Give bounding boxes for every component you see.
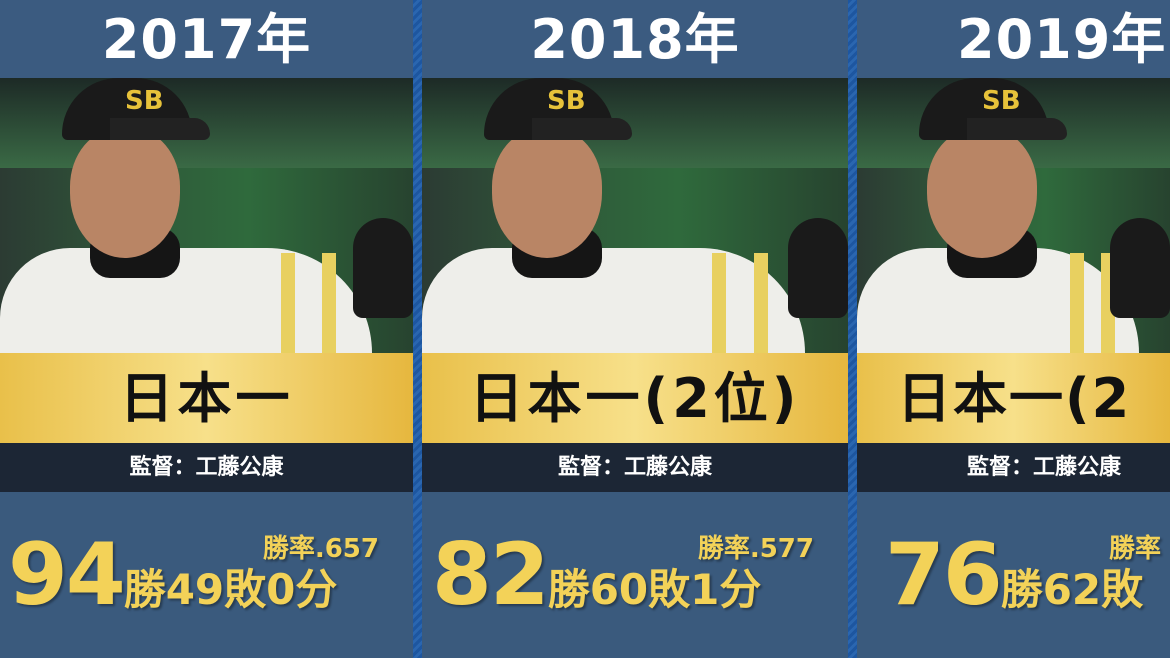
season-year: 2019年	[857, 0, 1170, 78]
losses-label: 敗	[224, 565, 267, 614]
wins-label: 勝	[123, 565, 166, 614]
column-separator	[413, 0, 422, 658]
cap-logo: SB	[982, 86, 1021, 116]
season-column: 2017年 SB 日本一 監督：工藤公康 勝率.657 94勝49敗0分	[0, 0, 413, 658]
losses-label: 敗	[648, 565, 691, 614]
win-loss-record: 94勝49敗0分	[8, 532, 337, 618]
win-rate: 勝率	[1109, 534, 1162, 564]
manager-name: 監督：工藤公康	[857, 443, 1170, 492]
season-year: 2017年	[0, 0, 413, 78]
wins: 94	[8, 525, 126, 625]
win-rate: 勝率.577	[697, 534, 814, 564]
manager-name: 監督：工藤公康	[422, 443, 848, 492]
season-stats: 勝率.577 82勝60敗1分	[422, 492, 848, 658]
wins: 82	[432, 525, 550, 625]
draws-label: 分	[719, 565, 762, 614]
win-rate: 勝率.657	[262, 534, 379, 564]
win-loss-record: 82勝60敗1分	[432, 532, 761, 618]
manager-photo: SB	[422, 78, 848, 353]
column-separator	[848, 0, 857, 658]
season-year: 2018年	[422, 0, 848, 78]
season-result: 日本一(2	[857, 353, 1170, 443]
cap-logo: SB	[547, 86, 586, 116]
season-column: 2019年 SB 日本一(2 監督：工藤公康 勝率 76勝62敗	[857, 0, 1170, 658]
losses: 62	[1042, 565, 1102, 614]
manager-name: 監督：工藤公康	[0, 443, 413, 492]
manager-photo: SB	[857, 78, 1170, 353]
cap-logo: SB	[125, 86, 164, 116]
win-loss-record: 76勝62敗	[885, 532, 1143, 618]
losses: 49	[165, 565, 225, 614]
season-stats: 勝率.657 94勝49敗0分	[0, 492, 413, 658]
wins-label: 勝	[547, 565, 590, 614]
wins-label: 勝	[1000, 565, 1043, 614]
draws: 1	[690, 565, 720, 614]
wins: 76	[885, 525, 1003, 625]
season-column: 2018年 SB 日本一(2位) 監督：工藤公康 勝率.577 82勝60敗1分	[422, 0, 848, 658]
losses: 60	[589, 565, 649, 614]
losses-label: 敗	[1101, 565, 1144, 614]
season-stats: 勝率 76勝62敗	[857, 492, 1170, 658]
manager-photo: SB	[0, 78, 413, 353]
draws: 0	[266, 565, 296, 614]
season-result: 日本一	[0, 353, 413, 443]
draws-label: 分	[295, 565, 338, 614]
season-result: 日本一(2位)	[422, 353, 848, 443]
